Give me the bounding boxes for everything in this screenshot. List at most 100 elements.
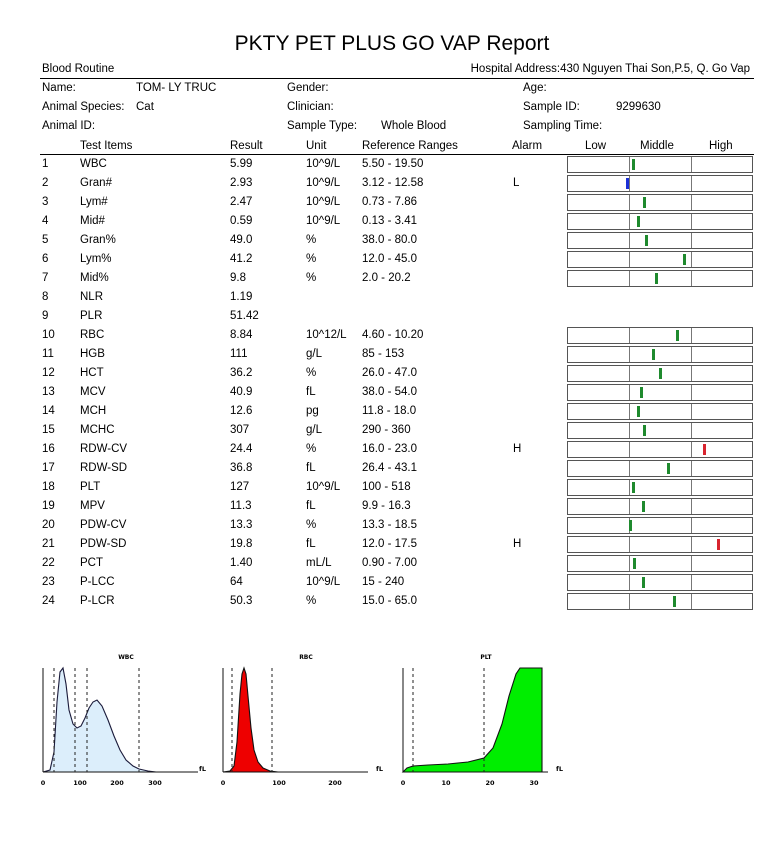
rbc-distribution-curve (222, 666, 279, 773)
test-item-name: MCH (80, 405, 107, 417)
animal-id-label: Animal ID: (42, 120, 96, 132)
row-number: 15 (42, 424, 55, 436)
gauge-marker (675, 330, 679, 341)
row-number: 4 (42, 215, 49, 227)
unit-value: % (306, 253, 317, 265)
reference-range: 13.3 - 18.5 (362, 519, 417, 531)
row-number: 13 (42, 386, 55, 398)
sample-type-label: Sample Type: (287, 120, 358, 132)
test-item-name: P-LCC (80, 576, 115, 588)
range-gauge (567, 175, 753, 192)
gauge-marker (637, 216, 641, 227)
alarm-flag: H (513, 443, 522, 455)
reference-range: 12.0 - 17.5 (362, 538, 417, 550)
reference-range: 9.9 - 16.3 (362, 500, 411, 512)
gauge-divider (691, 404, 692, 419)
reference-range: 26.4 - 43.1 (362, 462, 417, 474)
row-number: 14 (42, 405, 55, 417)
gauge-marker (683, 254, 687, 265)
rbc-tick-label: 0 (221, 779, 226, 787)
gauge-divider (629, 556, 630, 571)
unit-value: % (306, 443, 317, 455)
plt-tick-label: 30 (529, 779, 539, 787)
test-item-name: NLR (80, 291, 104, 303)
unit-value: % (306, 272, 317, 284)
row-number: 20 (42, 519, 55, 531)
row-number: 1 (42, 158, 49, 170)
gauge-marker (626, 178, 630, 189)
result-value: 41.2 (230, 253, 253, 265)
test-item-name: RDW-SD (80, 462, 128, 474)
gauge-divider (691, 252, 692, 267)
col-header-high: High (709, 140, 733, 152)
row-number: 11 (42, 348, 54, 360)
range-gauge (567, 403, 753, 420)
result-value: 111 (230, 348, 248, 360)
range-gauge (567, 479, 753, 496)
gauge-divider (691, 594, 692, 609)
result-value: 307 (230, 424, 250, 436)
gauge-divider (691, 347, 692, 362)
test-item-name: PDW-SD (80, 538, 127, 550)
header-divider (40, 78, 754, 79)
col-header-middle: Middle (640, 140, 674, 152)
gauge-marker (655, 273, 659, 284)
section-label: Blood Routine (42, 63, 115, 75)
gauge-marker (658, 368, 662, 379)
gauge-divider (691, 499, 692, 514)
gauge-marker (631, 159, 635, 170)
unit-value: mL/L (306, 557, 332, 569)
reference-range: 38.0 - 80.0 (362, 234, 417, 246)
gauge-marker (643, 197, 647, 208)
range-gauge (567, 365, 753, 382)
range-gauge (567, 441, 753, 458)
test-item-name: Mid# (80, 215, 105, 227)
age-label: Age: (523, 82, 547, 94)
test-item-name: Mid% (80, 272, 109, 284)
reference-range: 100 - 518 (362, 481, 411, 493)
row-number: 21 (42, 538, 55, 550)
row-number: 12 (42, 367, 55, 379)
plt-tick-label: 10 (441, 779, 451, 787)
plt-tick-label: 20 (485, 779, 495, 787)
range-gauge (567, 251, 753, 268)
gauge-divider (691, 195, 692, 210)
result-value: 19.8 (230, 538, 253, 550)
rbc-histogram-title: RBC (299, 654, 313, 661)
unit-value: % (306, 595, 317, 607)
table-header-divider (40, 154, 754, 155)
wbc-tick-label: 200 (110, 779, 124, 787)
gauge-marker (672, 596, 676, 607)
result-value: 24.4 (230, 443, 253, 455)
unit-value: % (306, 367, 317, 379)
row-number: 8 (42, 291, 49, 303)
row-number: 5 (42, 234, 49, 246)
unit-value: g/L (306, 348, 322, 360)
result-value: 13.3 (230, 519, 253, 531)
gauge-marker (643, 425, 647, 436)
gauge-divider (629, 233, 630, 248)
gauge-divider (629, 442, 630, 457)
row-number: 6 (42, 253, 49, 265)
gauge-marker (666, 463, 670, 474)
gauge-divider (691, 328, 692, 343)
plt-distribution-curve (401, 667, 543, 773)
gauge-divider (629, 537, 630, 552)
range-gauge (567, 232, 753, 249)
wbc-distribution-curve (42, 666, 157, 773)
gauge-marker (642, 577, 646, 588)
reference-range: 0.90 - 7.00 (362, 557, 417, 569)
reference-range: 16.0 - 23.0 (362, 443, 417, 455)
alarm-flag: H (513, 538, 522, 550)
plt-unit-label: fL (556, 765, 563, 773)
gauge-divider (691, 518, 692, 533)
gauge-divider (629, 176, 630, 191)
unit-value: fL (306, 538, 316, 550)
rbc-unit-label: fL (376, 765, 383, 773)
gauge-divider (691, 480, 692, 495)
report-title: PKTY PET PLUS GO VAP Report (234, 32, 550, 55)
gender-label: Gender: (287, 82, 329, 94)
rbc-tick-label: 200 (328, 779, 342, 787)
wbc-tick-label: 300 (148, 779, 162, 787)
result-value: 64 (230, 576, 243, 588)
